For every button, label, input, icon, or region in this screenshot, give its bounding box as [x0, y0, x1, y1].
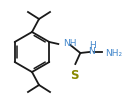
Text: S: S — [70, 69, 79, 82]
Text: H: H — [89, 40, 96, 50]
Text: N: N — [88, 48, 95, 56]
Text: NH₂: NH₂ — [105, 50, 122, 58]
Text: NH: NH — [63, 40, 77, 48]
